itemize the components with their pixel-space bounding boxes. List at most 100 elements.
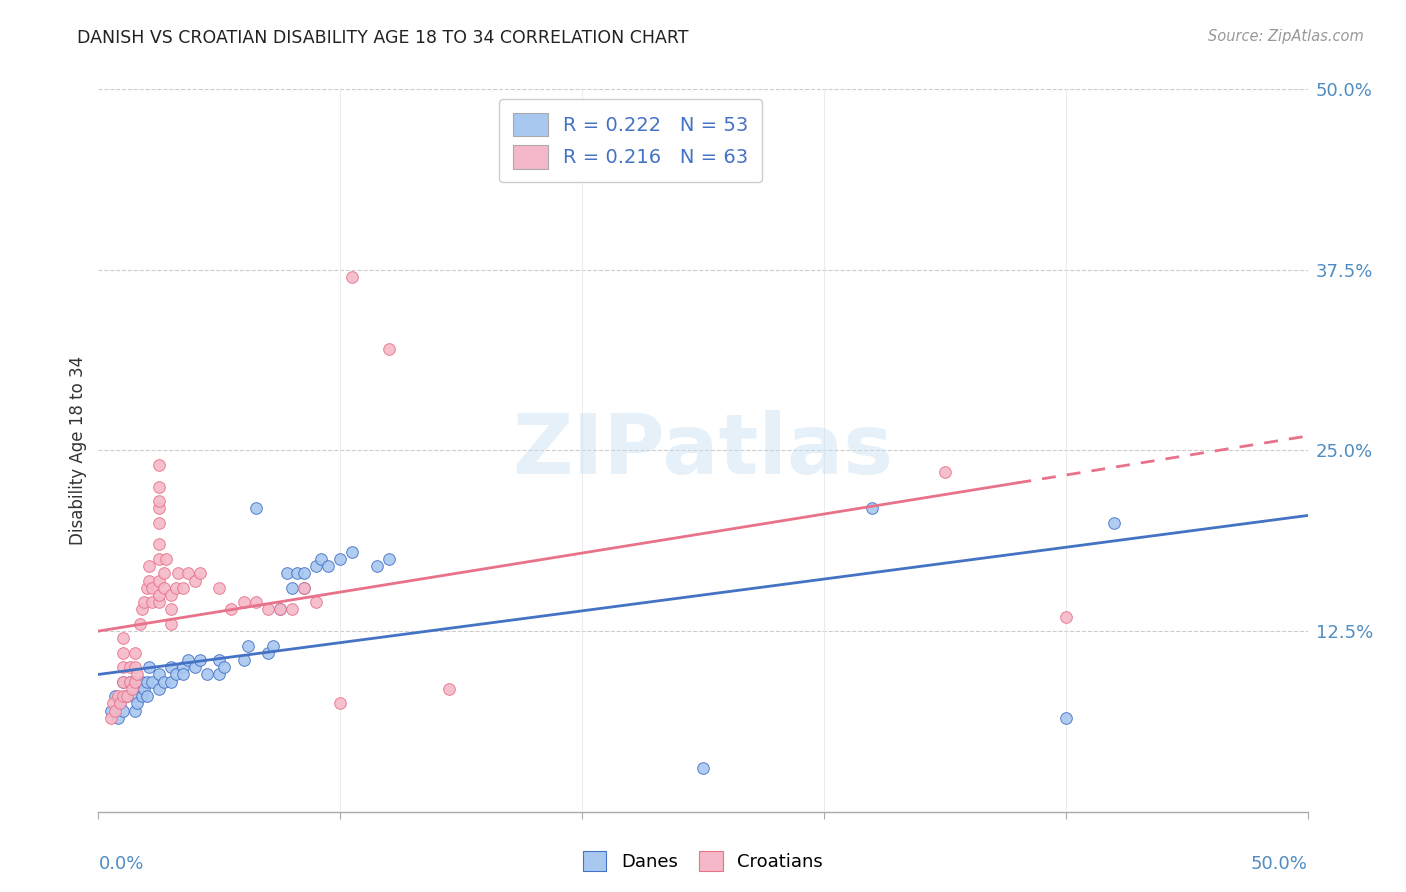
Point xyxy=(1102,516,1125,530)
Point xyxy=(329,696,352,710)
Point xyxy=(124,660,146,674)
Point xyxy=(141,581,163,595)
Point xyxy=(111,660,134,674)
Point xyxy=(155,551,177,566)
Point xyxy=(148,458,170,472)
Point xyxy=(135,689,157,703)
Point xyxy=(276,566,298,581)
Point xyxy=(238,639,260,653)
Point xyxy=(108,696,131,710)
Point xyxy=(152,566,174,581)
Point xyxy=(148,588,170,602)
Point xyxy=(148,667,170,681)
Point xyxy=(305,595,328,609)
Point xyxy=(160,674,183,689)
Point xyxy=(934,465,956,479)
Point xyxy=(111,674,134,689)
Point xyxy=(281,602,304,616)
Point xyxy=(148,501,170,516)
Point xyxy=(1054,711,1077,725)
Point xyxy=(107,711,129,725)
Point xyxy=(121,681,143,696)
Point xyxy=(118,674,141,689)
Point xyxy=(128,616,150,631)
Point xyxy=(148,494,170,508)
Point xyxy=(160,588,183,602)
Point xyxy=(232,653,254,667)
Point xyxy=(221,602,243,616)
Point xyxy=(329,551,352,566)
Point xyxy=(188,653,211,667)
Point xyxy=(111,689,134,703)
Point xyxy=(177,653,200,667)
Point xyxy=(131,602,153,616)
Point xyxy=(377,343,399,357)
Point xyxy=(342,544,364,558)
Point xyxy=(138,660,160,674)
Point xyxy=(124,674,146,689)
Point xyxy=(148,574,170,588)
Point xyxy=(124,704,146,718)
Point xyxy=(245,501,267,516)
Point xyxy=(111,646,134,660)
Point xyxy=(148,551,170,566)
Text: ZIPatlas: ZIPatlas xyxy=(513,410,893,491)
Point xyxy=(165,581,187,595)
Point xyxy=(692,761,714,775)
Point xyxy=(131,689,153,703)
Point xyxy=(118,660,141,674)
Y-axis label: Disability Age 18 to 34: Disability Age 18 to 34 xyxy=(69,356,87,545)
Point xyxy=(366,559,388,574)
Point xyxy=(269,602,291,616)
Point xyxy=(127,667,149,681)
Point xyxy=(134,595,156,609)
Point xyxy=(152,674,174,689)
Point xyxy=(281,581,304,595)
Point xyxy=(167,566,190,581)
Point xyxy=(208,581,231,595)
Point xyxy=(141,595,163,609)
Point xyxy=(124,646,146,660)
Point xyxy=(117,689,139,703)
Point xyxy=(165,667,187,681)
Point xyxy=(269,602,291,616)
Point xyxy=(148,537,170,551)
Point xyxy=(131,674,153,689)
Point xyxy=(437,681,460,696)
Point xyxy=(232,595,254,609)
Point xyxy=(148,595,170,609)
Point xyxy=(292,581,315,595)
Point xyxy=(141,674,163,689)
Legend: R = 0.222   N = 53, R = 0.216   N = 63: R = 0.222 N = 53, R = 0.216 N = 63 xyxy=(499,99,762,182)
Point xyxy=(188,566,211,581)
Point xyxy=(100,704,122,718)
Point xyxy=(104,704,127,718)
Point xyxy=(172,581,194,595)
Point xyxy=(377,551,399,566)
Point xyxy=(134,681,156,696)
Point xyxy=(305,559,328,574)
Point xyxy=(111,704,134,718)
Point xyxy=(101,696,124,710)
Point xyxy=(107,689,129,703)
Point xyxy=(117,689,139,703)
Point xyxy=(148,681,170,696)
Text: Source: ZipAtlas.com: Source: ZipAtlas.com xyxy=(1208,29,1364,44)
Point xyxy=(148,516,170,530)
Point xyxy=(245,595,267,609)
Point xyxy=(184,574,207,588)
Point xyxy=(177,566,200,581)
Point xyxy=(256,646,278,660)
Point xyxy=(172,667,194,681)
Text: 0.0%: 0.0% xyxy=(98,855,143,873)
Point xyxy=(138,574,160,588)
Point xyxy=(152,581,174,595)
Point xyxy=(208,667,231,681)
Point xyxy=(256,602,278,616)
Point xyxy=(860,501,883,516)
Point xyxy=(108,696,131,710)
Point xyxy=(309,551,332,566)
Point xyxy=(160,602,183,616)
Point xyxy=(184,660,207,674)
Point xyxy=(292,566,315,581)
